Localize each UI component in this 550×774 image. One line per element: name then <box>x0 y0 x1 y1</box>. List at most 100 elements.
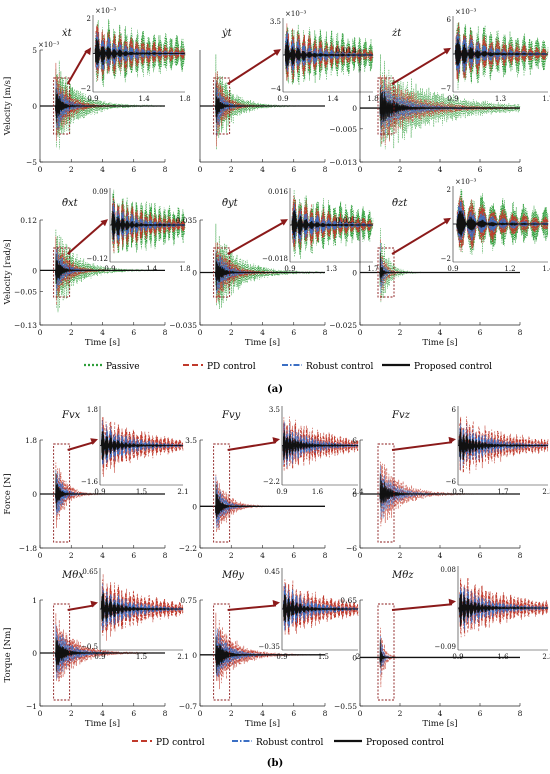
inset-x-tick-label-9-2: 2.1 <box>177 653 188 661</box>
zoom-3 <box>53 219 108 298</box>
y-tick-label-8-2: −6 <box>346 544 357 553</box>
chart-title-11: Mθz <box>391 570 414 581</box>
x-tick-label-6-4: 8 <box>163 551 168 560</box>
zoom-7 <box>213 437 280 543</box>
x-tick-label-8-1: 2 <box>398 551 403 560</box>
x-tick-label-4-1: 2 <box>229 328 234 337</box>
inset-x-tick-label-6-2: 2.1 <box>177 488 188 496</box>
x-tick-label-2-3: 6 <box>478 165 483 174</box>
y-tick-label-8-1: 0 <box>352 490 357 499</box>
inset-x-tick-label-3-2: 1.8 <box>179 265 190 273</box>
y-tick-label-2-0: 0.014 <box>336 46 358 55</box>
inset-x-tick-label-2-1: 1.3 <box>495 95 506 103</box>
inset-1: 0.9 1.4 1.8 3.5 −4 ×10⁻³ <box>270 10 379 103</box>
inset-x-tick-label-0-0: 0.9 <box>87 95 98 103</box>
inset-x-tick-label-10-1: 1.5 <box>318 653 329 661</box>
y-tick-label-3-2: −0.05 <box>14 287 37 296</box>
inset-x-tick-label-3-0: 0.9 <box>104 265 115 273</box>
zoom-arrowhead-9 <box>90 600 98 608</box>
zoom-box-6 <box>53 443 71 543</box>
zoom-arrow-5 <box>391 220 448 255</box>
zoom-arrow-2 <box>391 50 448 85</box>
y-tick-label-6-1: 0 <box>32 490 37 499</box>
inset-y-tick-lo-4: −0.018 <box>262 255 288 263</box>
inset-3: 0.9 1.4 1.8 0.09 −0.12 <box>87 188 191 273</box>
x-tick-label-7-0: 0 <box>198 551 203 560</box>
zoom-arrow-9 <box>67 604 95 611</box>
zoom-4 <box>213 219 288 298</box>
x-tick-label-11-0: 0 <box>358 709 363 718</box>
x-tick-label-6-0: 0 <box>38 551 43 560</box>
x-tick-label-2-2: 4 <box>438 165 443 174</box>
zoom-arrowhead-5 <box>443 217 451 225</box>
y-tick-label-6-2: −1.8 <box>19 544 37 553</box>
inset-x-tick-label-0-1: 1.4 <box>139 95 151 103</box>
zoom-arrow-1 <box>227 51 278 85</box>
inset-x-tick-label-5-0: 0.9 <box>447 265 458 273</box>
x-tick-label-9-4: 8 <box>163 709 168 718</box>
chart-9: 0 2 4 6 810−1 <box>26 596 168 718</box>
zoom-2 <box>377 47 451 135</box>
legend-a-robust-label: Robust control <box>306 362 373 372</box>
inset-series-proposed-2 <box>453 38 548 67</box>
inset-y-tick-hi-6: 1.8 <box>87 406 98 414</box>
zoom-8 <box>377 436 456 543</box>
zoom-box-11 <box>377 603 395 701</box>
inset-9: 0.9 1.5 2.1 0.65 −0.5 <box>81 568 189 661</box>
zoom-arrowhead-0 <box>84 47 91 56</box>
legend-a-pd-label: PD control <box>207 362 256 372</box>
x-tick-label-8-0: 0 <box>358 551 363 560</box>
inset-series-proposed-7 <box>282 430 359 461</box>
zoom-9 <box>53 600 98 701</box>
legend-b: PD control Robust control Proposed contr… <box>132 738 444 748</box>
x-tick-label-11-4: 8 <box>518 709 523 718</box>
zoom-box-0 <box>53 77 71 135</box>
zoom-arrowhead-7 <box>272 437 280 445</box>
inset-x-tick-label-1-0: 0.9 <box>277 95 288 103</box>
legend-b-proposed-label: Proposed control <box>366 738 444 748</box>
chart-title-8: Fvz <box>391 410 411 421</box>
y-tick-label-9-0: 1 <box>32 596 37 605</box>
legend-a-proposed-label: Proposed control <box>414 362 492 372</box>
inset-scale-label-1: ×10⁻³ <box>285 10 306 18</box>
zoom-arrowhead-4 <box>280 219 288 226</box>
inset-series-proposed-0 <box>93 38 185 66</box>
x-tick-label-0-4: 8 <box>163 165 168 174</box>
inset-y-tick-lo-6: −1.6 <box>81 478 99 486</box>
zoom-arrowhead-2 <box>443 47 451 55</box>
zoom-box-2 <box>377 77 395 135</box>
inset-4: 0.9 1.3 1.7 0.016 −0.018 <box>262 188 379 273</box>
y-tick-label-6-0: 1.8 <box>25 436 37 445</box>
chart-ylabel-9: Torque [Nm] <box>3 628 13 683</box>
legend-a: Passive PD control Robust control Propos… <box>84 362 492 372</box>
inset-x-tick-label-0-2: 1.8 <box>179 95 190 103</box>
chart-title-9: Mθx <box>61 570 84 581</box>
x-tick-label-7-2: 4 <box>260 551 265 560</box>
y-tick-label-11-0: 0.65 <box>340 596 357 605</box>
x-tick-label-3-2: 4 <box>100 328 105 337</box>
x-tick-label-11-1: 2 <box>398 709 403 718</box>
x-tick-label-0-0: 0 <box>38 165 43 174</box>
x-tick-label-9-3: 6 <box>131 709 136 718</box>
inset-scale-label-2: ×10⁻³ <box>455 8 476 16</box>
chart-xlabel-4: Time [s] <box>245 338 280 348</box>
x-tick-label-5-0: 0 <box>358 328 363 337</box>
inset-11: 0.9 1.6 2.3 0.08 −0.09 <box>435 566 550 661</box>
inset-scale-label-0: ×10⁻³ <box>95 7 116 15</box>
zoom-1 <box>213 49 281 135</box>
y-tick-label-10-2: −0.7 <box>179 702 197 711</box>
inset-6: 0.9 1.5 2.1 1.8 −1.6 <box>81 406 189 496</box>
x-tick-label-10-4: 8 <box>323 709 328 718</box>
inset-y-tick-hi-10: 0.45 <box>264 568 280 576</box>
x-tick-label-5-3: 6 <box>478 328 483 337</box>
zoom-box-10 <box>213 603 231 701</box>
chart-xlabel-5: Time [s] <box>422 338 457 348</box>
zoom-box-8 <box>377 443 395 543</box>
inset-x-tick-label-3-1: 1.4 <box>146 265 158 273</box>
y-tick-label-11-1: 0 <box>352 653 357 662</box>
chart-3: 0 2 4 6 8 0.12 0 −0.05 −0.13 <box>14 216 168 337</box>
y-tick-label-3-1: 0 <box>32 266 37 275</box>
y-tick-label-7-0: 3.5 <box>185 436 197 445</box>
zoom-arrow-10 <box>227 604 277 611</box>
